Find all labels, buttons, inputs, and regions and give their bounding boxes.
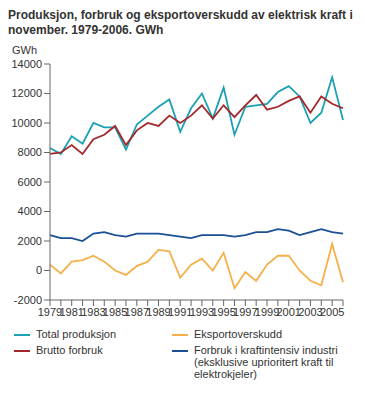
svg-text:6000: 6000	[18, 176, 42, 188]
svg-text:1997: 1997	[233, 305, 258, 318]
svg-text:14000: 14000	[11, 58, 42, 70]
svg-text:1999: 1999	[254, 305, 280, 318]
svg-text:4000: 4000	[18, 205, 42, 217]
svg-text:1985: 1985	[102, 305, 128, 318]
svg-text:1993: 1993	[189, 305, 215, 318]
html-text:GWh: GWh	[12, 44, 38, 56]
html-text:Total produksjon: Total produksjon	[36, 328, 117, 340]
svg-text:-2000: -2000	[14, 294, 42, 306]
svg-text:0: 0	[36, 264, 42, 276]
svg-text:1981: 1981	[59, 305, 84, 318]
svg-text:1979: 1979	[37, 305, 63, 318]
html-text:Produksjon, forbruk og eksport: Produksjon, forbruk og eksportoverskudd …	[8, 8, 353, 37]
svg-text:12000: 12000	[11, 87, 42, 99]
svg-text:1987: 1987	[124, 305, 150, 318]
html-text:Forbruk i kraftintensiv indust: Forbruk i kraftintensiv industri (eksklu…	[194, 344, 338, 380]
html-text:Eksportoverskudd: Eksportoverskudd	[194, 328, 282, 340]
svg-text:2001: 2001	[276, 305, 301, 318]
svg-text:1983: 1983	[81, 305, 106, 318]
html-text:Brutto forbruk: Brutto forbruk	[36, 344, 103, 356]
svg-text:2003: 2003	[298, 305, 323, 318]
svg-text:8000: 8000	[18, 146, 42, 158]
svg-text:1989: 1989	[146, 305, 171, 318]
svg-text:2000: 2000	[18, 235, 42, 247]
svg-text:2005: 2005	[320, 306, 344, 318]
svg-text:1995: 1995	[211, 305, 236, 318]
svg-text:1991: 1991	[168, 305, 193, 318]
svg-text:10000: 10000	[11, 117, 42, 129]
